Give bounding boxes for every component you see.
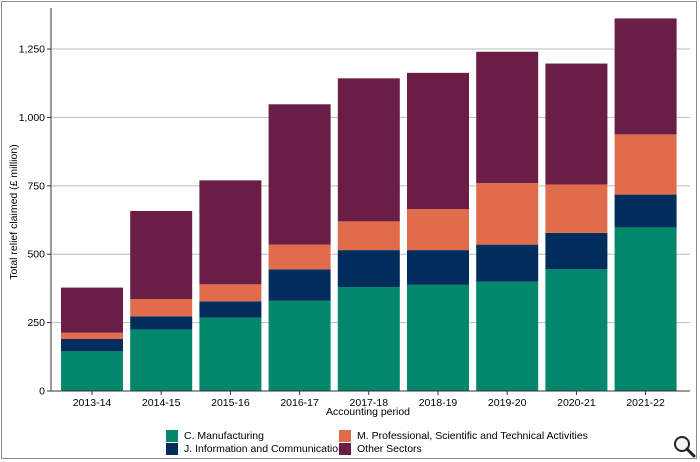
bar-segment <box>337 250 400 288</box>
bar-segment <box>199 301 262 318</box>
bar-segment <box>614 227 677 391</box>
legend-swatch <box>166 430 178 442</box>
x-tick-label: 2017-18 <box>350 397 389 409</box>
x-tick-label: 2015-16 <box>211 397 250 409</box>
bar-segment <box>337 221 400 251</box>
bar-segment <box>61 339 123 352</box>
bar-segment <box>407 72 469 210</box>
bar-segment <box>61 351 123 391</box>
bar-segment <box>130 210 193 300</box>
x-axis-label: Accounting period <box>326 406 410 418</box>
bar-segment <box>407 250 469 285</box>
bar-segment <box>407 284 469 391</box>
bar-segment <box>545 184 608 233</box>
legend-item: C. Manufacturing <box>166 430 264 442</box>
legend-swatch <box>166 443 178 455</box>
legend: C. Manufacturing M. Professional, Scienti… <box>166 430 636 458</box>
bar-segment <box>61 287 123 333</box>
axes: 0 250 500 750 1,000 1,250 2013-14 2014-15 2015-1… <box>19 8 690 409</box>
bar-segment <box>545 269 608 391</box>
x-tick-label: 2014-15 <box>142 397 181 409</box>
bar-segment <box>476 244 539 282</box>
bar-segment <box>268 104 331 245</box>
bar-segment <box>199 284 262 302</box>
stacked-bar-chart: 0 250 500 750 1,000 1,250 2013-14 2014-15 2015-1… <box>8 8 690 418</box>
y-tick-label: 1,250 <box>19 44 45 56</box>
y-tick-label: 500 <box>27 249 45 261</box>
bar-segment <box>476 183 539 245</box>
legend-label: Other Sectors <box>357 443 422 455</box>
legend-swatch <box>339 443 351 455</box>
bar-segment <box>130 299 193 317</box>
legend-item: J. Information and Communication <box>166 443 344 455</box>
bar-segment <box>337 78 400 222</box>
bar-segment <box>614 134 677 195</box>
bar-segment <box>545 63 608 185</box>
legend-label: M. Professional, Scientific and Technica… <box>357 430 588 442</box>
bar-segment <box>130 316 193 330</box>
x-tick-label: 2016-17 <box>280 397 319 409</box>
bar-segment <box>545 232 608 270</box>
bar-segment <box>268 269 331 301</box>
bar-segment <box>268 244 331 270</box>
bar-segment <box>407 209 469 251</box>
bar-segment <box>199 317 262 391</box>
x-tick-label: 2013-14 <box>73 397 112 409</box>
x-tick-label: 2018-19 <box>419 397 458 409</box>
legend-label: C. Manufacturing <box>184 430 264 442</box>
y-tick-label: 1,000 <box>19 112 45 124</box>
x-tick-label: 2021-22 <box>626 397 665 409</box>
bar-segment <box>61 332 123 340</box>
legend-swatch <box>339 430 351 442</box>
x-tick-label: 2020-21 <box>557 397 596 409</box>
bars <box>61 18 677 391</box>
x-tick-label: 2019-20 <box>488 397 527 409</box>
legend-item: Other Sectors <box>339 443 422 455</box>
legend-item: M. Professional, Scientific and Technica… <box>339 430 588 442</box>
bar-segment <box>337 287 400 391</box>
bar-segment <box>614 18 677 135</box>
bar-segment <box>130 329 193 391</box>
bar-segment <box>476 51 539 184</box>
y-tick-label: 0 <box>39 386 45 398</box>
y-tick-label: 250 <box>27 317 45 329</box>
bar-segment <box>268 300 331 391</box>
y-axis-label: Total relief claimed (£ million) <box>8 144 20 279</box>
y-tick-label: 750 <box>27 180 45 192</box>
magnifier-icon[interactable] <box>672 434 696 458</box>
bar-segment <box>614 194 677 228</box>
bar-segment <box>199 180 262 285</box>
bar-segment <box>476 281 539 391</box>
legend-label: J. Information and Communication <box>184 443 344 455</box>
